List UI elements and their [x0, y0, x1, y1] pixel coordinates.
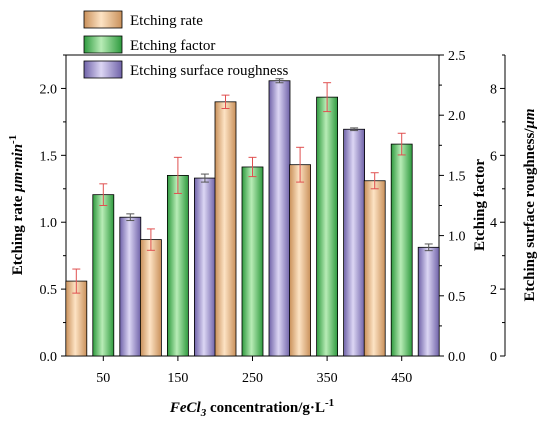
right1-tick-label: 2.5: [448, 49, 466, 64]
legend-label-etching-rate: Etching rate: [130, 13, 203, 29]
right1-tick-label: 0.0: [448, 350, 466, 365]
bar-etching-rate: [363, 180, 386, 357]
error-bar: [126, 213, 135, 222]
x-tick-label: 350: [317, 371, 338, 386]
error-bar: [146, 228, 155, 251]
right2-tick-label: 8: [490, 82, 497, 97]
bar-etching-surface-roughness: [343, 128, 366, 357]
left-axis-label-italic: μm·min: [10, 144, 26, 193]
right2-tick-label: 0: [490, 350, 497, 365]
error-bar: [221, 94, 230, 110]
error-bar: [200, 173, 209, 183]
left-axis-label-sup: -1: [7, 135, 19, 144]
right2-tick-label: 2: [490, 283, 497, 298]
right1-axis-label: Etching factor: [472, 159, 488, 251]
right2-tick-label: 6: [490, 149, 497, 164]
legend-label-etching-factor: Etching factor: [130, 38, 215, 54]
bars-layer: [65, 80, 440, 357]
error-bar: [424, 243, 433, 252]
bar-etching-surface-roughness: [268, 80, 291, 357]
right1-tick-label: 1.0: [448, 230, 466, 245]
bar-etching-rate: [139, 239, 162, 357]
bar-etching-surface-roughness: [119, 216, 142, 357]
bar-etching-factor: [316, 96, 339, 357]
bar-etching-factor: [390, 143, 413, 357]
error-bar: [248, 156, 257, 178]
legend-swatch-etching-rate: [83, 10, 123, 29]
x-tick-label: 250: [242, 371, 263, 386]
ticks-layer: 50 150 250 350 450 0.0 0.5 1.0 1.5 2.0 0.0 0.5 1.0 1.…: [40, 49, 505, 386]
error-bar: [350, 127, 359, 132]
x-axis-label-sup: -1: [325, 397, 334, 409]
legend-swatch-etching-factor: [83, 35, 123, 54]
error-bar: [323, 82, 332, 113]
error-bars-layer: [72, 78, 433, 294]
bar-etching-surface-roughness: [417, 246, 440, 357]
right2-axis-label-plain: Etching surface roughness/: [522, 128, 538, 302]
legend: Etching rate Etching factor Etching surf…: [83, 10, 288, 79]
right1-tick-label: 2.0: [448, 109, 466, 124]
x-axis-label: FeCl3 concentration/g·L-1: [169, 397, 334, 419]
x-tick-label: 150: [167, 371, 188, 386]
error-bar: [173, 156, 182, 194]
left-tick-label: 2.0: [40, 82, 58, 97]
error-bar: [296, 146, 305, 183]
error-bar: [397, 132, 406, 156]
error-bar: [99, 183, 108, 206]
left-tick-label: 0.0: [40, 350, 58, 365]
bar-etching-rate: [289, 164, 312, 357]
x-axis-label-sub: 3: [200, 407, 207, 419]
error-bar: [72, 268, 81, 294]
right2-axis-label: Etching surface roughness/μm: [522, 108, 538, 301]
left-axis-label: Etching rate μm·min-1: [7, 135, 26, 275]
x-tick-label: 450: [391, 371, 412, 386]
right1-tick-label: 1.5: [448, 169, 466, 184]
bar-etching-factor: [241, 166, 264, 357]
x-axis-label-main: FeCl: [169, 400, 202, 416]
legend-swatch-etching-surface-roughness: [83, 60, 123, 79]
error-bar: [370, 172, 379, 190]
x-tick-label: 50: [96, 371, 110, 386]
left-tick-label: 1.0: [40, 216, 58, 231]
left-tick-label: 1.5: [40, 149, 58, 164]
legend-label-etching-surface-roughness: Etching surface roughness: [130, 63, 288, 79]
right2-axis-label-italic: μm: [522, 108, 538, 129]
x-axis-label-rest: concentration/g·L: [206, 400, 325, 416]
bar-etching-factor: [166, 174, 189, 357]
bar-etching-rate: [214, 101, 237, 357]
right2-tick-label: 4: [490, 216, 497, 231]
bar-etching-surface-roughness: [193, 177, 216, 357]
left-axis-label-plain: Etching rate: [10, 192, 26, 275]
left-tick-label: 0.5: [40, 283, 58, 298]
error-bar: [275, 78, 284, 84]
bar-etching-factor: [92, 194, 115, 357]
right1-tick-label: 0.5: [448, 290, 466, 305]
